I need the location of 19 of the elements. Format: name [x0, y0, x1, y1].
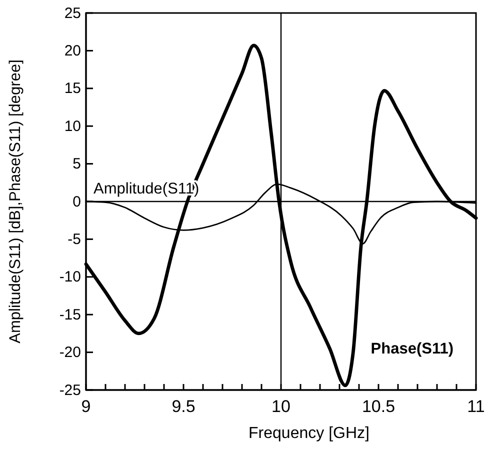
x-tick-label: 10.5	[362, 397, 396, 416]
y-tick-label: 20	[64, 42, 81, 60]
y-tick-label: 5	[72, 156, 81, 173]
series-label: Phase(S11)	[370, 340, 454, 358]
y-tick-label: -5	[68, 231, 81, 248]
x-tick-label: 11	[467, 397, 485, 416]
y-tick-label: -15	[59, 306, 81, 324]
x-tick-label: 9	[81, 397, 91, 416]
y-tick-label: -25	[59, 382, 81, 399]
y-tick-label: 25	[64, 4, 81, 22]
y-tick-label: -10	[59, 268, 81, 286]
x-axis-title: Frequency [GHz]	[248, 425, 370, 442]
y-tick-label: 10	[64, 118, 81, 135]
x-tick-label: 10	[272, 397, 290, 416]
y-tick-label: 0	[72, 193, 81, 210]
y-axis-title: Amplitude(S11) [dB],Phase(S11) [degree]	[7, 60, 24, 344]
x-tick-label: 9.5	[172, 397, 196, 416]
y-tick-label: 15	[64, 80, 81, 98]
y-tick-label: -20	[59, 344, 81, 362]
